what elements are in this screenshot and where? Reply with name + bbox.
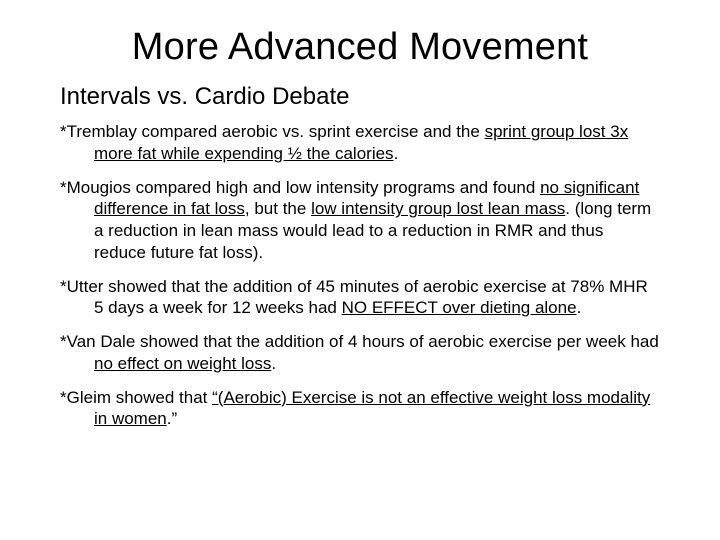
slide-container: More Advanced Movement Intervals vs. Car…: [0, 0, 720, 540]
bullet-text: .: [271, 354, 276, 373]
bullet-text: *Van Dale showed that the addition of 4 …: [60, 332, 659, 351]
bullet-underline: NO EFFECT over dieting alone: [342, 298, 577, 317]
bullet-text: .”: [167, 409, 177, 428]
bullet-van-dale: *Van Dale showed that the addition of 4 …: [60, 331, 660, 375]
bullet-mougios: *Mougios compared high and low intensity…: [60, 177, 660, 264]
bullet-utter: *Utter showed that the addition of 45 mi…: [60, 276, 660, 320]
bullet-text: *Mougios compared high and low intensity…: [60, 178, 540, 197]
bullet-tremblay: *Tremblay compared aerobic vs. sprint ex…: [60, 121, 660, 165]
bullet-underline: no effect on weight loss: [94, 354, 271, 373]
slide-subtitle: Intervals vs. Cardio Debate: [60, 83, 660, 111]
bullet-underline: low intensity group lost lean mass: [311, 199, 565, 218]
bullet-text: .: [577, 298, 582, 317]
slide-title: More Advanced Movement: [60, 26, 660, 69]
bullet-text: *Gleim showed that: [60, 388, 212, 407]
bullet-gleim: *Gleim showed that “(Aerobic) Exercise i…: [60, 387, 660, 431]
bullet-text: *Tremblay compared aerobic vs. sprint ex…: [60, 122, 485, 141]
bullet-text: .: [394, 144, 399, 163]
bullet-text: , but the: [245, 199, 311, 218]
